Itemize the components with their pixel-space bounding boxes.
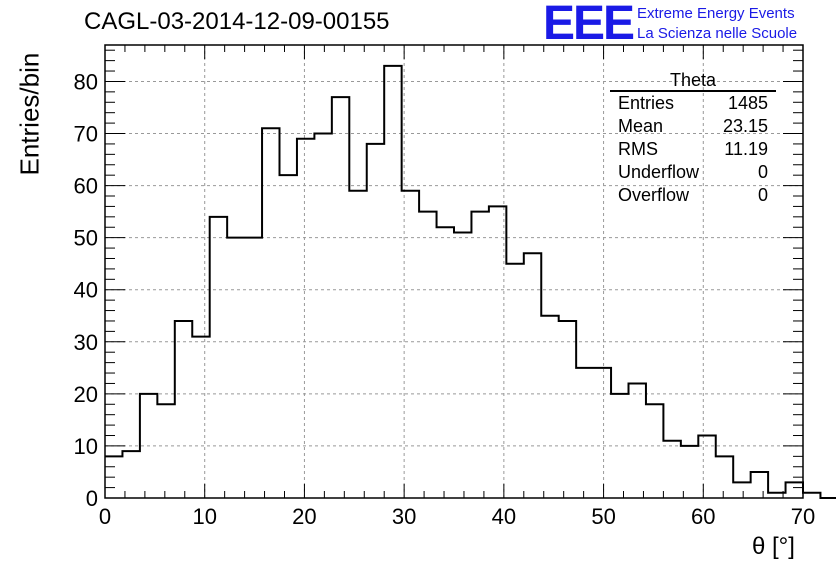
histogram-bin xyxy=(663,441,680,498)
histogram-bin xyxy=(419,212,436,498)
histogram-bin xyxy=(227,238,244,498)
histogram-bin xyxy=(611,394,628,498)
x-tick-label: 40 xyxy=(492,504,516,529)
y-tick-label: 20 xyxy=(74,382,98,407)
y-tick-label: 10 xyxy=(74,434,98,459)
histogram-bin xyxy=(210,217,227,498)
y-axis-label: Entries/bin xyxy=(14,52,45,176)
stats-label: Overflow xyxy=(618,185,690,205)
y-tick-label: 0 xyxy=(86,486,98,511)
histogram-bin xyxy=(646,404,663,498)
histogram-bin xyxy=(262,128,279,498)
histogram-bin xyxy=(384,66,401,498)
x-tick-label: 0 xyxy=(99,504,111,529)
logo-line-2: La Scienza nelle Scuole xyxy=(637,25,798,42)
x-tick-label: 10 xyxy=(192,504,216,529)
stats-value: 0 xyxy=(757,162,768,182)
y-tick-label: 30 xyxy=(74,330,98,355)
stats-row-overflow: Overflow 0 xyxy=(610,184,776,207)
histogram-bin xyxy=(122,451,139,498)
histogram-bin xyxy=(541,316,558,498)
y-tick-label: 80 xyxy=(74,69,98,94)
histogram-bin xyxy=(367,144,384,498)
stats-label: RMS xyxy=(618,139,658,159)
x-tick-label: 70 xyxy=(791,504,815,529)
stats-label: Mean xyxy=(618,116,664,136)
x-tick-label: 60 xyxy=(691,504,715,529)
x-axis-label: θ [°] xyxy=(752,533,795,560)
y-tick-label: 70 xyxy=(74,122,98,147)
stats-value: 1485 xyxy=(727,93,768,113)
chart-title: CAGL-03-2014-12-09-00155 xyxy=(84,8,390,35)
x-tick-label: 30 xyxy=(392,504,416,529)
histogram-bin xyxy=(698,436,715,498)
stats-value: 0 xyxy=(757,185,768,205)
histogram-bin xyxy=(332,97,349,498)
histogram-bin xyxy=(175,321,192,498)
histogram-bin xyxy=(786,482,803,498)
histogram-bin xyxy=(471,212,488,498)
histogram-bin xyxy=(751,472,768,498)
histogram-bin xyxy=(733,482,750,498)
histogram-bin xyxy=(506,264,523,498)
histogram-bin xyxy=(454,232,471,498)
histogram-bin xyxy=(716,456,733,498)
histogram-bin xyxy=(314,134,331,498)
stats-row-underflow: Underflow 0 xyxy=(610,161,776,184)
histogram-bin xyxy=(157,404,174,498)
stats-value: 23.15 xyxy=(722,116,768,136)
histogram-bin xyxy=(192,337,209,498)
y-tick-label: 60 xyxy=(74,174,98,199)
y-tick-label: 50 xyxy=(74,226,98,251)
plot-frame xyxy=(104,44,804,499)
histogram-bin xyxy=(559,321,576,498)
y-tick-label: 40 xyxy=(74,278,98,303)
stats-row-mean: Mean 23.15 xyxy=(610,115,776,138)
stats-row-entries: Entries 1485 xyxy=(610,92,776,115)
histogram-bin xyxy=(245,238,262,498)
histogram-bin xyxy=(297,139,314,498)
stats-value: 11.19 xyxy=(724,139,768,159)
stats-box: Theta Entries 1485 Mean 23.15 RMS 11.19 Und… xyxy=(610,70,776,207)
histogram-outline xyxy=(105,64,836,499)
histogram-bin xyxy=(594,368,611,498)
stats-label: Underflow xyxy=(618,162,700,182)
histogram-bin xyxy=(402,191,419,498)
histogram-bin xyxy=(437,227,454,498)
eee-logo-text: Extreme Energy Events La Scienza nelle S… xyxy=(637,4,797,44)
logo-line-1: Extreme Energy Events xyxy=(637,5,795,22)
eee-logo: EEE xyxy=(543,0,635,50)
stats-row-rms: RMS 11.19 xyxy=(610,138,776,161)
x-tick-label: 20 xyxy=(292,504,316,529)
stats-label: Entries xyxy=(618,93,675,113)
histogram-bin xyxy=(681,446,698,498)
histogram-bin xyxy=(349,191,366,498)
x-tick-label: 50 xyxy=(591,504,615,529)
stats-title: Theta xyxy=(610,70,776,92)
histogram-bin xyxy=(576,368,593,498)
histogram-bin xyxy=(629,383,646,498)
histogram-bin xyxy=(280,175,297,498)
